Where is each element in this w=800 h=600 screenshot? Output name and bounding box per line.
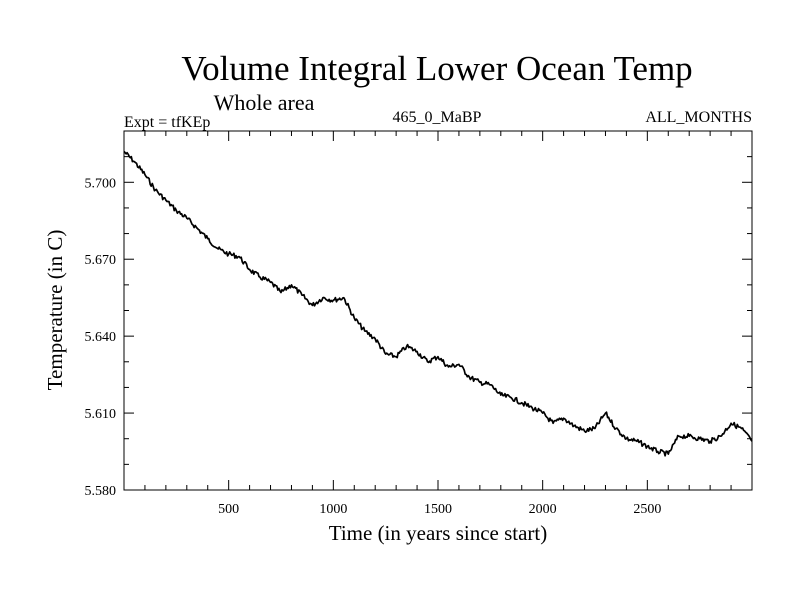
y-axis-label: Temperature (in C) bbox=[43, 230, 67, 391]
chart-title: Volume Integral Lower Ocean Temp bbox=[181, 49, 692, 88]
plot-frame bbox=[123, 130, 753, 491]
y-tick-label: 5.700 bbox=[85, 176, 117, 191]
x-axis-label: Time (in years since start) bbox=[329, 521, 548, 545]
x-tick-label: 2000 bbox=[529, 502, 557, 517]
x-tick-label: 500 bbox=[218, 502, 239, 517]
x-tick-labels: 500 1000 1500 2000 2500 bbox=[218, 502, 661, 517]
y-tick-labels: 5.580 5.610 5.640 5.670 5.700 bbox=[85, 176, 117, 499]
run-label: 465_0_MaBP bbox=[393, 109, 482, 126]
months-label: ALL_MONTHS bbox=[645, 109, 752, 126]
y-tick-label: 5.610 bbox=[85, 407, 117, 422]
chart-subtitle: Whole area bbox=[214, 90, 315, 115]
axis-ticks bbox=[124, 131, 752, 490]
y-tick-label: 5.580 bbox=[85, 484, 117, 499]
experiment-label: Expt = tfKEp bbox=[124, 114, 210, 131]
y-tick-label: 5.670 bbox=[85, 253, 117, 268]
x-tick-label: 1500 bbox=[424, 502, 452, 517]
x-tick-label: 1000 bbox=[319, 502, 347, 517]
temperature-series-line bbox=[123, 150, 753, 457]
x-tick-label: 2500 bbox=[633, 502, 661, 517]
y-tick-label: 5.640 bbox=[85, 330, 117, 345]
